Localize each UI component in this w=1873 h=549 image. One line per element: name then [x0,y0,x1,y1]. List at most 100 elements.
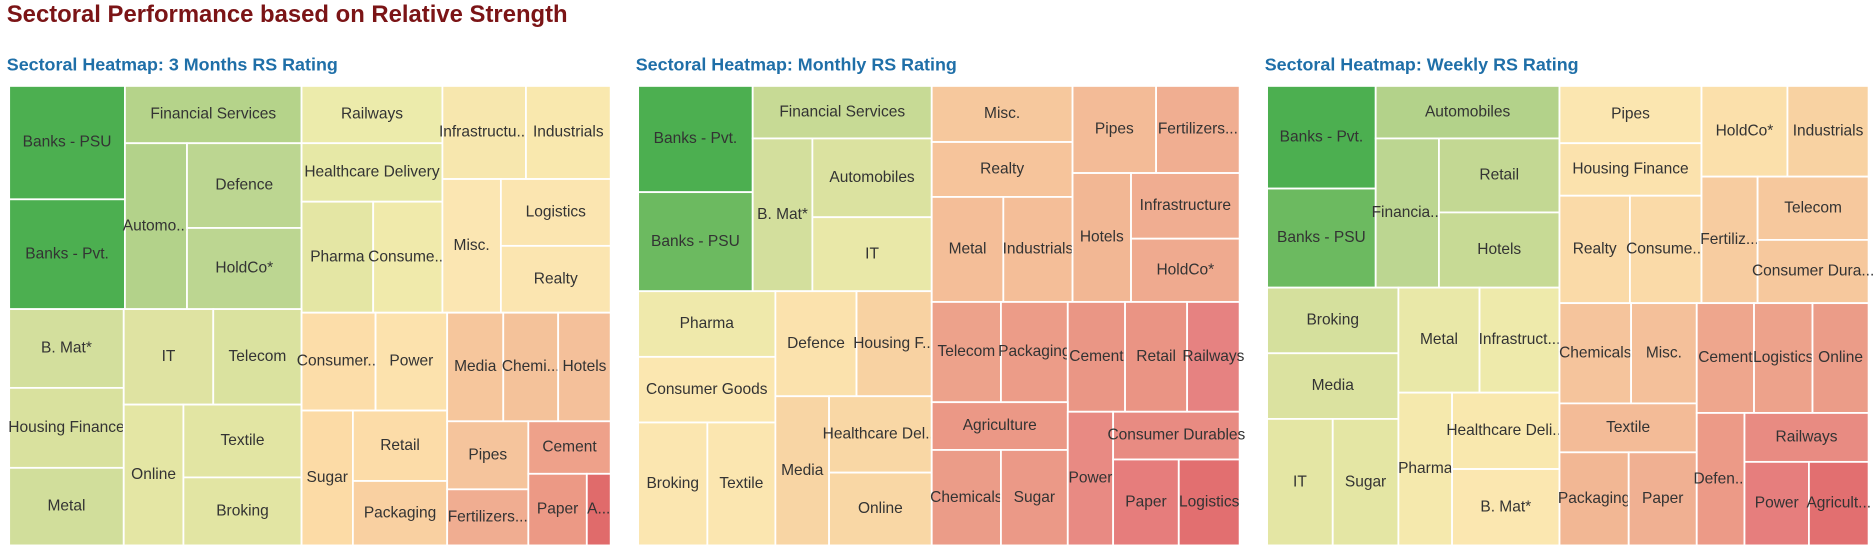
heatmap-tile [124,85,303,145]
heatmap-tile [1558,194,1631,305]
tile-label: Fertilizers... [448,508,528,525]
tile-label: Chemi... [502,358,560,375]
tile-label: Consumer Dura... [1752,263,1873,280]
heatmap-tile [585,472,612,547]
heatmap-tile [774,290,858,398]
tile-label: Broking [216,502,269,519]
tile-label: Paper [1642,490,1683,507]
tile-label: Infrastructure [1140,197,1231,214]
tile-label: IT [865,245,879,262]
heatmap-tile [1155,85,1241,174]
heatmap-tile [1124,301,1189,413]
heatmap-tile [1695,302,1755,414]
tile-label: Railways [1776,429,1838,446]
heatmap-tile [1266,418,1334,547]
tile-label: Textile [221,432,265,449]
tile-label: Banks - PSU [1277,229,1366,246]
heatmap-tile [557,311,612,423]
tile-label: Broking [646,475,699,492]
tile-label: Retail [1479,167,1519,184]
heatmap-tile [8,198,126,311]
heatmap-tile [1558,451,1630,547]
tile-label: Hotels [1477,241,1521,258]
heatmap-tile [1756,175,1870,241]
tile-label: Media [1312,377,1355,394]
heatmap-tile [1066,301,1126,413]
tile-label: Pipes [1611,106,1650,123]
heatmap-tile [1266,286,1400,355]
tile-label: Automobiles [829,169,915,186]
heatmap-tile [182,476,303,547]
heatmap-tile [1558,85,1703,145]
heatmap-tile [1066,410,1115,547]
heatmap-tile [706,421,777,547]
tile-label: Financia... [1372,204,1444,221]
heatmap-tile [1786,85,1870,178]
tile-label: Power [1068,470,1112,487]
tile-label: Textile [719,475,763,492]
heatmap-tile [1808,460,1870,547]
tile-label: Telecom [1784,199,1842,216]
tile-label: HoldCo* [215,260,273,277]
tile-label: Cement [1069,348,1124,365]
heatmap-tile [828,395,933,474]
tile-label: Consumer Durables [1107,427,1245,444]
heatmap-tile [182,403,303,479]
heatmap-tile [8,85,126,201]
tile-label: A... [587,501,610,518]
tile-label: Financial Services [779,103,905,120]
heatmap-tile [1811,302,1870,414]
tile-label: Online [131,466,176,483]
tile-label: Consumer Goods [646,381,768,398]
heatmap-tile [774,395,830,547]
tile-label: Railways [341,106,403,123]
tile-label: Realty [1573,241,1617,258]
tile-label: Industrials [533,124,604,141]
tile-label: Sugar [1345,473,1386,490]
tile-label: Industrials [1003,241,1074,258]
tile-label: Cement [1698,349,1753,366]
tile-label: Railways [1182,348,1244,365]
tile-label: Healthcare Del... [823,426,938,443]
tile-label: Defence [787,335,845,352]
tile-label: Industrials [1793,122,1864,139]
tile-label: Textile [1606,419,1650,436]
heatmap-tile [1558,402,1698,454]
heatmap-tile [1266,85,1377,190]
panel-title: Sectoral Heatmap: 3 Months RS Rating [7,54,338,74]
tile-label: Broking [1306,312,1359,329]
tile-label: Metal [1420,331,1458,348]
tile-label: Automobiles [1425,103,1511,120]
tile-label: Logistics [1753,349,1814,366]
heatmap-tile [751,137,814,293]
heatmap-tile [351,409,449,482]
heatmap-tile [1743,412,1870,463]
heatmap-tile [1700,85,1789,178]
heatmap-tile [811,216,933,293]
tile-label: Banks - PSU [651,233,740,250]
heatmap-tile [1756,238,1870,305]
tile-label: HoldCo* [1716,122,1774,139]
heatmap-tile [1002,196,1074,303]
tile-label: Chemicals [930,489,1003,506]
heatmap-tile [1451,391,1561,470]
tile-label: Telecom [937,343,995,360]
tile-label: Realty [980,161,1024,178]
heatmap-tile [1629,194,1703,305]
tile-label: HoldCo* [1156,261,1214,278]
tile-label: IT [162,348,176,365]
heatmap-tile [525,85,612,180]
panel-title: Sectoral Heatmap: Weekly RS Rating [1265,54,1579,74]
tile-label: Pipes [468,446,507,463]
heatmap-tile [1000,449,1069,547]
heatmap-tile [300,142,444,203]
tile-label: Cement [542,439,597,456]
heatmap-tile [1558,302,1632,405]
heatmap-tile [637,421,709,547]
tile-label: Infrastructu... [439,124,529,141]
heatmap-tile [351,480,449,547]
heatmap-tile [122,308,215,406]
heatmap-tile [8,308,125,389]
tile-label: IT [1293,473,1307,490]
